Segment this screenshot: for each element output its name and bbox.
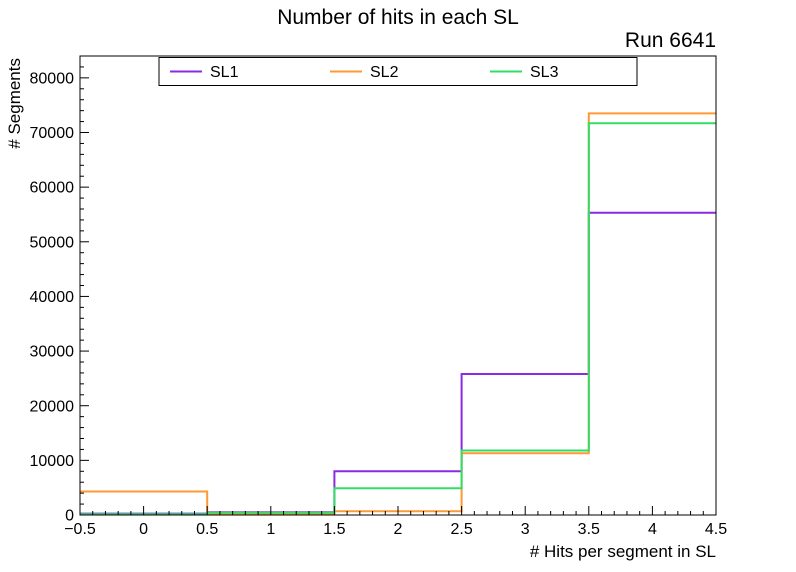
y-tick-label: 60000 bbox=[30, 180, 75, 197]
y-tick-label: 30000 bbox=[30, 344, 75, 361]
y-tick-label: 0 bbox=[65, 508, 74, 525]
x-tick-label: 4.5 bbox=[705, 521, 727, 538]
y-tick-label: 80000 bbox=[30, 70, 75, 87]
legend-box bbox=[158, 57, 638, 86]
x-tick-label: −0.5 bbox=[64, 521, 96, 538]
chart-title: Number of hits in each SL bbox=[277, 6, 519, 29]
y-tick-label: 20000 bbox=[30, 398, 75, 415]
x-tick-label: 1 bbox=[266, 521, 275, 538]
x-tick-label: 4 bbox=[648, 521, 657, 538]
legend-label-SL2: SL2 bbox=[370, 64, 399, 81]
x-axis-title: # Hits per segment in SL bbox=[530, 542, 716, 561]
series-path-SL1 bbox=[80, 211, 716, 515]
legend-label-SL1: SL1 bbox=[210, 64, 239, 81]
legend-label-SL3: SL3 bbox=[530, 64, 559, 81]
y-tick-label: 10000 bbox=[30, 453, 75, 470]
y-tick-label: 50000 bbox=[30, 234, 75, 251]
x-tick-label: 0 bbox=[139, 521, 148, 538]
x-tick-label: 0.5 bbox=[196, 521, 218, 538]
x-tick-label: 2 bbox=[394, 521, 403, 538]
plot-frame bbox=[79, 55, 717, 516]
y-tick-label: 40000 bbox=[30, 289, 75, 306]
run-number-label: Run 6641 bbox=[624, 29, 716, 52]
y-tick-label: 70000 bbox=[30, 125, 75, 142]
x-tick-label: 3.5 bbox=[578, 521, 600, 538]
x-tick-label: 3 bbox=[521, 521, 530, 538]
x-tick-label: 2.5 bbox=[450, 521, 472, 538]
x-tick-label: 1.5 bbox=[323, 521, 345, 538]
series-path-SL3 bbox=[80, 122, 716, 516]
series-path-SL2 bbox=[80, 112, 716, 515]
y-axis-title: # Segments bbox=[5, 58, 24, 149]
